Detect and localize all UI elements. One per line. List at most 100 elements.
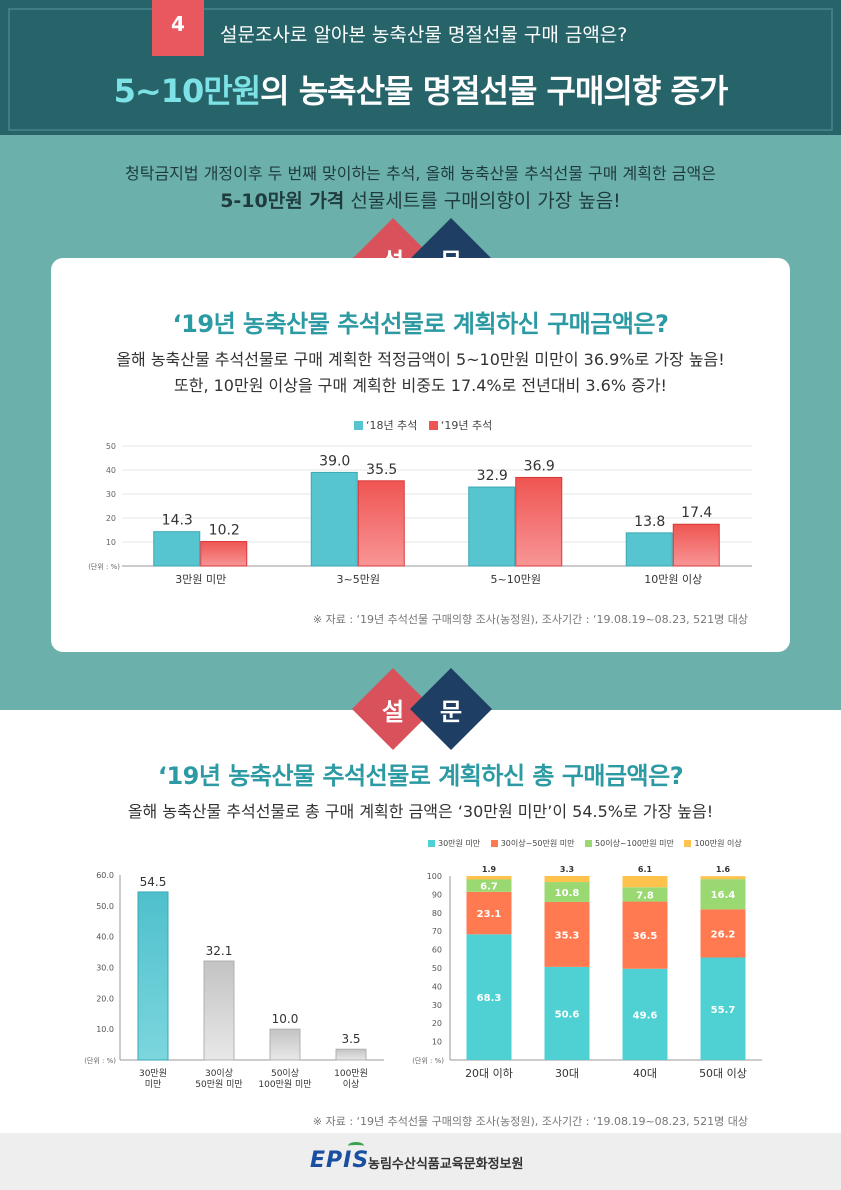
category-label: 100만원 미만 <box>258 1079 311 1090</box>
bar <box>137 891 169 1061</box>
chart3-legend: 30만원 미만 30이상~50만원 미만 50이상~100만원 미만 100만원… <box>428 838 742 849</box>
category-label: 30이상 <box>205 1068 233 1079</box>
header-banner: 4 설문조사로 알아본 농축산물 명절선물 구매 금액은? 5~10만원의 농축… <box>0 0 841 135</box>
stack-segment <box>622 887 668 902</box>
category-label: 30대 <box>555 1067 579 1080</box>
data-label: 17.4 <box>681 505 712 521</box>
intro-line-2: 5-10만원 가격 선물세트를 구매의향이 가장 높음! <box>0 186 841 213</box>
data-label: 14.3 <box>162 513 193 529</box>
category-label: 미만 <box>145 1079 162 1090</box>
y-tick-label: 60 <box>432 946 442 955</box>
y-tick-label: 10 <box>106 538 116 547</box>
epis-logo: EPIS <box>310 1148 370 1173</box>
stack-segment <box>544 882 590 902</box>
section1-desc-1: 올해 농축산물 추석선물로 구매 계획한 적정금액이 5~10만원 미만이 36… <box>116 350 725 369</box>
data-label: 13.8 <box>634 514 665 530</box>
chart1-grouped-bar: 10 20 30 40 50 (단위 : %) 14.3 10.2 3만원 미만 39.0 35.5… <box>88 442 752 586</box>
y-tick-label: 30 <box>432 1001 442 1010</box>
legend-label-30to50: 30이상~50만원 미만 <box>500 839 575 848</box>
stack-segment <box>622 901 668 969</box>
y-tick-label: 50.0 <box>96 902 114 911</box>
section-number-badge: 4 <box>152 0 204 56</box>
y-tick-label: 60.0 <box>96 871 114 880</box>
organization-name: 농림수산식품교육문화정보원 <box>368 1157 524 1172</box>
survey-label-2: 설 문 <box>351 667 493 751</box>
legend-swatch-over100 <box>684 840 692 847</box>
bar <box>153 531 201 567</box>
page-title: 5~10만원의 농축산물 명절선물 구매의향 증가 <box>0 66 841 112</box>
survey-label-right: 문 <box>439 698 463 726</box>
legend-label-2018: ‘18년 추석 <box>366 419 418 432</box>
y-tick-label: 50 <box>106 442 116 451</box>
stack-segment <box>466 891 512 935</box>
segment-label: 36.5 <box>633 931 658 942</box>
bar <box>200 541 248 567</box>
data-label: 54.5 <box>140 875 167 889</box>
stack-segment <box>622 876 668 888</box>
chart3-stacked-bar: 10 20 30 40 50 60 70 80 90 100 (단위 : %) 68.3 23.1 6.7… <box>412 865 762 1080</box>
bar <box>310 471 358 567</box>
bar <box>203 960 235 1061</box>
intro-bold: 5-10만원 가격 <box>220 190 345 212</box>
unit-label: (단위 : %) <box>88 562 120 571</box>
y-tick-label: 40 <box>106 466 116 475</box>
bar <box>269 1028 301 1061</box>
category-label: 30만원 <box>139 1068 167 1079</box>
data-label: 32.1 <box>206 944 233 958</box>
segment-label: 6.7 <box>480 882 498 893</box>
bar <box>672 523 720 567</box>
y-tick-label: 20 <box>432 1019 442 1028</box>
segment-label: 3.3 <box>560 865 574 874</box>
data-label: 3.5 <box>341 1032 360 1046</box>
y-tick-label: 20.0 <box>96 994 114 1003</box>
section1-title: ‘19년 농축산물 추석선물로 계획하신 구매금액은? <box>172 310 669 338</box>
section1-source: ※ 자료 : ‘19년 추석선물 구매의향 조사(농정원), 조사기간 : ‘1… <box>312 613 748 626</box>
segment-label: 49.6 <box>633 1010 658 1021</box>
bar <box>335 1048 367 1061</box>
y-tick-label: 30 <box>106 490 116 499</box>
y-tick-label: 10 <box>432 1038 442 1047</box>
legend-swatch-2019 <box>428 421 438 430</box>
data-label: 32.9 <box>477 468 508 484</box>
legend-swatch-30to50 <box>490 840 498 847</box>
title-highlight: 5~10만원 <box>113 72 261 110</box>
unit-label: (단위 : %) <box>412 1056 444 1065</box>
chart1-legend: ‘18년 추석 ‘19년 추석 <box>346 417 492 433</box>
data-label: 39.0 <box>319 453 350 469</box>
segment-label: 35.3 <box>555 930 580 941</box>
section2-desc: 올해 농축산물 추석선물로 총 구매 계획한 금액은 ‘30만원 미만’이 54… <box>127 802 714 821</box>
stack-segment <box>622 968 668 1060</box>
y-tick-label: 90 <box>432 890 442 899</box>
category-label: 50대 이상 <box>699 1067 747 1080</box>
stack-segment <box>700 879 746 910</box>
category-label: 3~5만원 <box>337 573 380 586</box>
header-subtitle: 설문조사로 알아본 농축산물 명절선물 구매 금액은? <box>220 24 628 46</box>
stack-segment <box>544 901 590 967</box>
header-frame <box>8 8 833 131</box>
data-label: 10.0 <box>272 1012 299 1026</box>
data-label: 36.9 <box>524 458 555 474</box>
chart2-total-bar: 10.0 20.0 30.0 40.0 50.0 60.0 (단위 : %) 54.5 30만원… <box>84 871 384 1090</box>
stack-segment <box>700 957 746 1060</box>
chart-card <box>51 258 790 652</box>
category-label: 50만원 미만 <box>195 1079 242 1090</box>
category-label: 5~10만원 <box>491 573 541 586</box>
stack-segment <box>544 876 590 883</box>
stack-segment <box>466 934 512 1060</box>
data-label: 10.2 <box>209 523 240 539</box>
segment-label: 1.6 <box>716 865 731 874</box>
stack-segment <box>466 876 512 880</box>
legend-swatch-2018 <box>354 421 363 430</box>
y-tick-label: 30.0 <box>96 964 114 973</box>
unit-label: (단위 : %) <box>84 1056 116 1065</box>
y-tick-label: 40 <box>432 982 442 991</box>
y-tick-label: 80 <box>432 909 442 918</box>
segment-label: 6.1 <box>638 865 653 874</box>
y-tick-label: 100 <box>427 872 442 881</box>
section2-title: ‘19년 농축산물 추석선물로 계획하신 총 구매금액은? <box>157 762 684 790</box>
category-label: 40대 <box>633 1067 657 1080</box>
segment-label: 10.8 <box>555 888 580 899</box>
segment-label: 50.6 <box>555 1009 580 1020</box>
y-tick-label: 20 <box>106 514 116 523</box>
stack-segment <box>700 876 746 880</box>
